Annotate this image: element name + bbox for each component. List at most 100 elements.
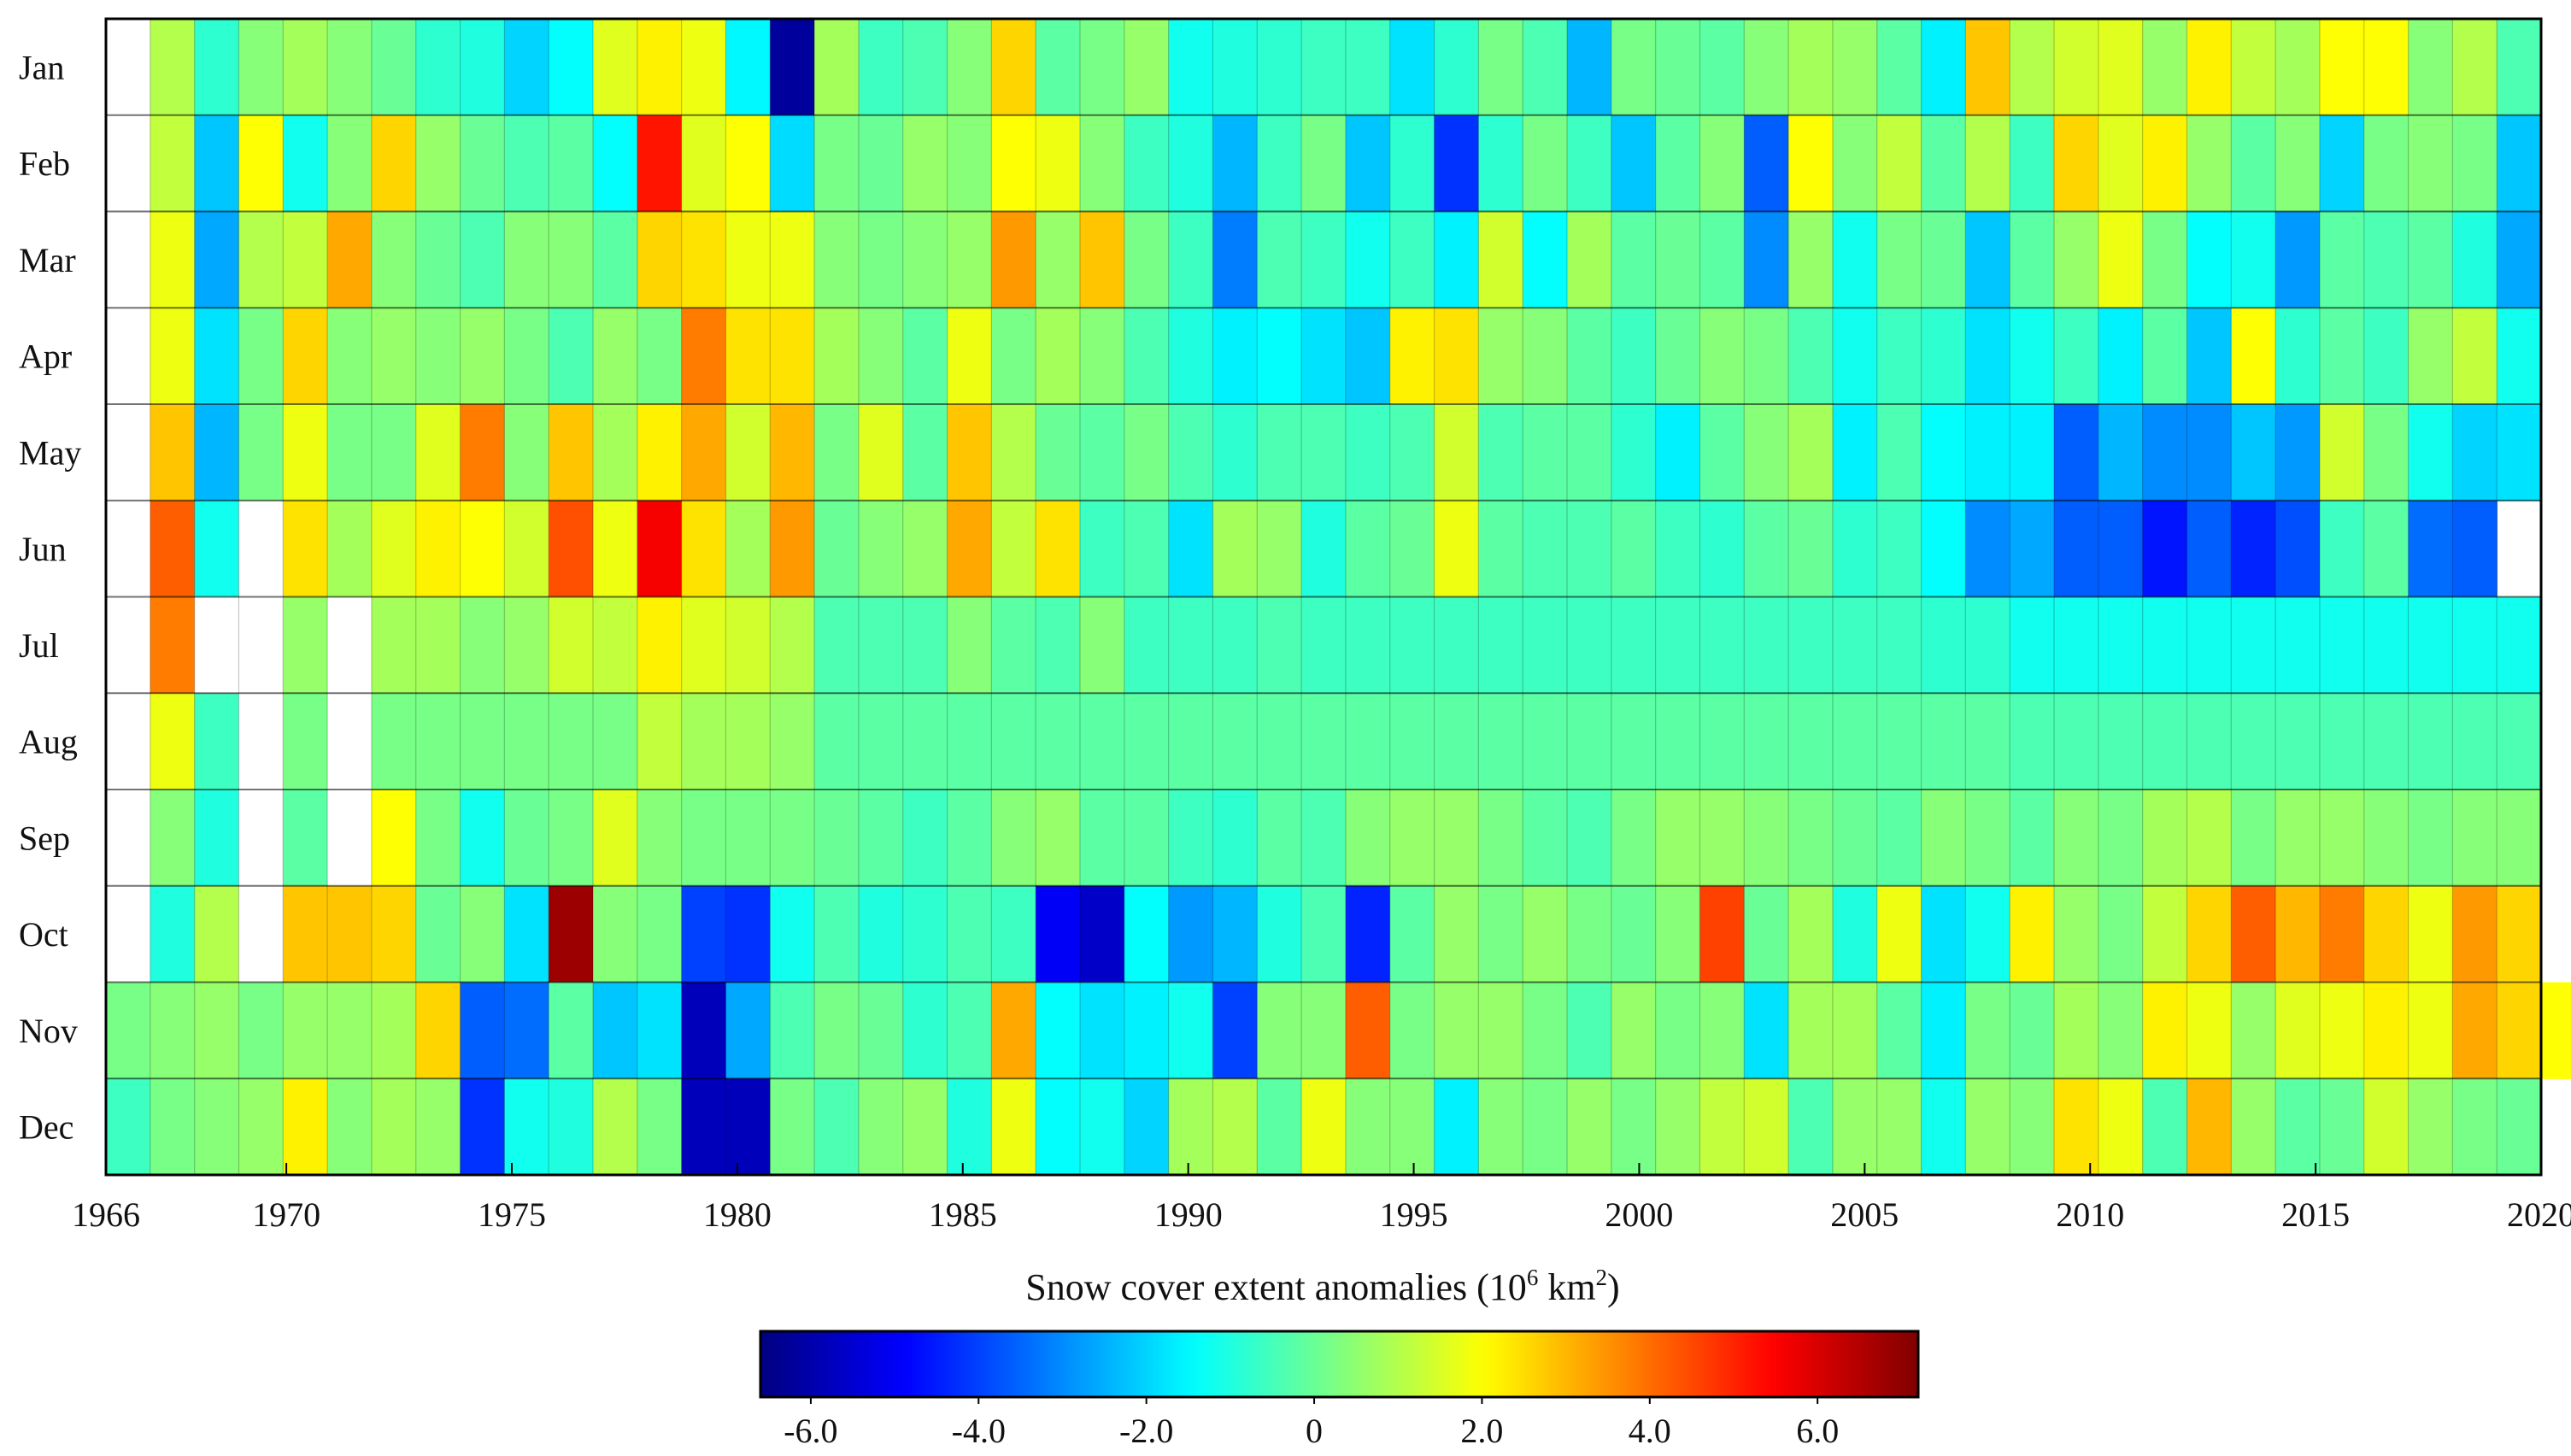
heatmap-cell xyxy=(991,596,1036,694)
heatmap-cell xyxy=(2187,885,2232,983)
heatmap-cell xyxy=(1478,982,1523,1079)
heatmap-cell xyxy=(947,885,992,983)
heatmap-cell xyxy=(1655,885,1701,983)
heatmap-cell xyxy=(371,211,417,308)
heatmap-cell xyxy=(902,596,948,694)
heatmap-cell xyxy=(1036,885,1081,983)
month-label: Jul xyxy=(19,626,59,665)
heatmap-cell xyxy=(2142,404,2188,502)
heatmap-cell xyxy=(1389,308,1435,405)
heatmap-cell xyxy=(415,982,461,1079)
heatmap-cell xyxy=(1567,596,1612,694)
heatmap-cell xyxy=(504,693,549,790)
heatmap-cell xyxy=(460,114,505,213)
heatmap-cell xyxy=(1567,500,1612,598)
heatmap-cell xyxy=(1478,596,1523,694)
heatmap-cell xyxy=(150,211,196,308)
heatmap-cell xyxy=(2275,885,2321,983)
heatmap-cell xyxy=(725,19,771,116)
heatmap-cell xyxy=(2142,790,2188,887)
heatmap-cell xyxy=(593,885,638,983)
month-label: Feb xyxy=(19,144,70,183)
heatmap-cell xyxy=(725,500,771,598)
month-label: Jun xyxy=(19,530,67,568)
heatmap-cell xyxy=(371,19,417,116)
heatmap-cell xyxy=(371,596,417,694)
heatmap-cell xyxy=(194,114,240,213)
heatmap-cell xyxy=(2010,790,2055,887)
heatmap-cell xyxy=(1212,982,1258,1079)
heatmap-cell xyxy=(2408,404,2453,502)
heatmap-cell xyxy=(1788,308,1834,405)
heatmap-cell xyxy=(991,19,1036,116)
heatmap-cell xyxy=(1876,211,1922,308)
heatmap-cell xyxy=(2452,500,2498,598)
heatmap-cell xyxy=(1699,500,1745,598)
heatmap-cell xyxy=(1744,596,1789,694)
heatmap-cell xyxy=(504,596,549,694)
heatmap-cell xyxy=(2363,500,2410,598)
heatmap-cell xyxy=(1257,308,1302,405)
heatmap-cell xyxy=(2231,1078,2276,1176)
heatmap-cell xyxy=(415,211,461,308)
heatmap-cell xyxy=(1699,308,1745,405)
year-label: 2000 xyxy=(1605,1195,1673,1234)
heatmap-cell xyxy=(2408,982,2453,1079)
heatmap-cell xyxy=(2319,982,2365,1079)
heatmap-cell xyxy=(681,982,727,1079)
heatmap-cell xyxy=(637,404,683,502)
heatmap-cell xyxy=(991,693,1036,790)
heatmap-cell xyxy=(2010,500,2055,598)
heatmap-cell xyxy=(1080,114,1125,213)
heatmap-cell xyxy=(1212,211,1258,308)
heatmap-cell xyxy=(549,1078,594,1176)
heatmap-cell xyxy=(1921,1078,1966,1176)
heatmap-cell xyxy=(1744,404,1789,502)
heatmap-cell xyxy=(1567,885,1612,983)
heatmap-cell xyxy=(1699,790,1745,887)
heatmap-cell xyxy=(460,308,505,405)
cell-grid-lines xyxy=(106,19,2541,1175)
heatmap-cell xyxy=(1655,114,1701,213)
heatmap-cell xyxy=(1124,1078,1170,1176)
heatmap-cell xyxy=(2363,211,2410,308)
year-label: 2010 xyxy=(2056,1195,2124,1234)
heatmap-cell xyxy=(2231,500,2276,598)
heatmap-cell xyxy=(238,982,284,1079)
heatmap-cell xyxy=(2363,19,2410,116)
heatmap-cell xyxy=(1744,1078,1789,1176)
colorbar-tick-label: -6.0 xyxy=(784,1412,837,1450)
heatmap-cell xyxy=(415,596,461,694)
heatmap-cell xyxy=(902,19,948,116)
heatmap-cell xyxy=(814,114,860,213)
heatmap-cell xyxy=(1080,982,1125,1079)
heatmap-cell xyxy=(2408,693,2453,790)
heatmap-cell xyxy=(2408,500,2453,598)
heatmap-cell xyxy=(106,211,151,308)
heatmap-cell xyxy=(106,790,151,887)
heatmap-cell xyxy=(725,211,771,308)
heatmap-cell xyxy=(327,308,373,405)
heatmap-cell xyxy=(1523,114,1568,213)
heatmap-cell xyxy=(2231,308,2276,405)
heatmap-cell xyxy=(1567,790,1612,887)
heatmap-cell xyxy=(460,500,505,598)
heatmap-cell xyxy=(1434,404,1479,502)
heatmap-cell xyxy=(858,790,904,887)
heatmap-cell xyxy=(1655,596,1701,694)
heatmap-cell xyxy=(637,500,683,598)
heatmap-cell xyxy=(770,211,815,308)
colorbar-tick-label: 4.0 xyxy=(1629,1412,1671,1450)
heatmap-cell xyxy=(2452,404,2498,502)
heatmap-cell xyxy=(1168,885,1214,983)
heatmap-cell xyxy=(1876,500,1922,598)
heatmap-cell xyxy=(2231,885,2276,983)
heatmap-cell xyxy=(1611,982,1657,1079)
heatmap-cell xyxy=(1699,114,1745,213)
heatmap-cell xyxy=(150,308,196,405)
heatmap-cell xyxy=(1036,982,1081,1079)
heatmap-cell xyxy=(283,19,328,116)
heatmap-cell xyxy=(549,308,594,405)
heatmap-cell xyxy=(1788,404,1834,502)
heatmap-cell xyxy=(1523,693,1568,790)
